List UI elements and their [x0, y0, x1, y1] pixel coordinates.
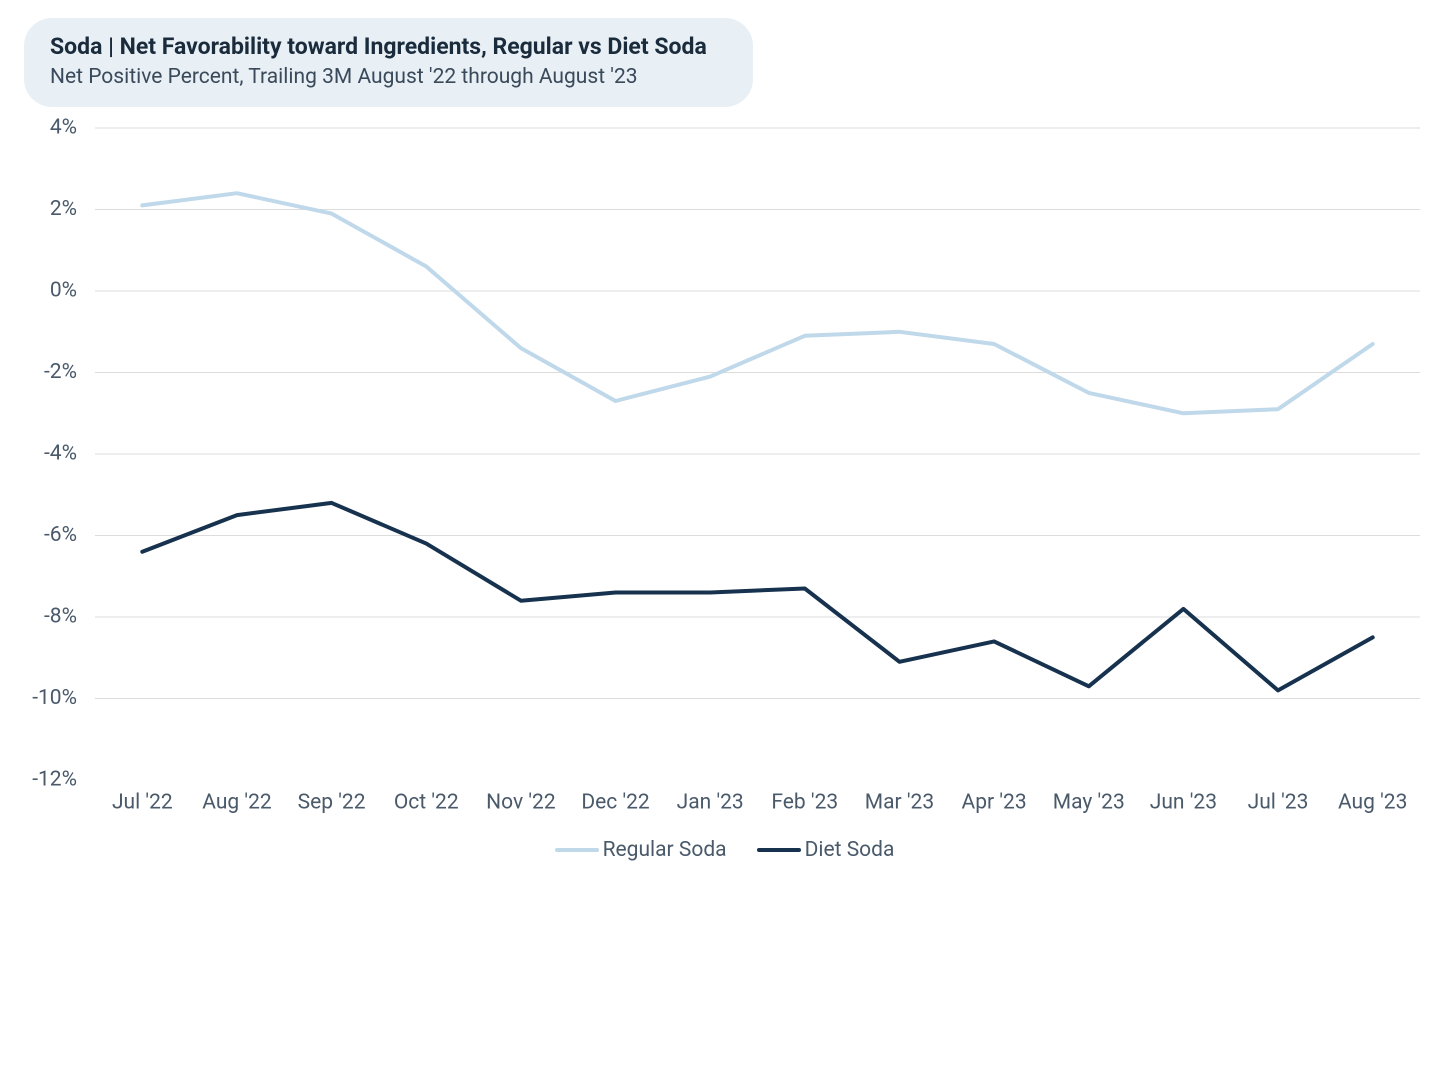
x-tick-label: Jun '23: [1150, 790, 1217, 814]
y-axis-labels: 4% 2% 0% -2% -4% -6% -8% -10% -12%: [32, 116, 77, 792]
x-tick-label: Aug '22: [202, 790, 272, 814]
y-tick-label: -2%: [44, 360, 77, 384]
legend-item: Regular Soda: [555, 838, 727, 862]
y-tick-label: -12%: [32, 768, 77, 792]
y-tick-label: 2%: [50, 197, 77, 221]
series-line: [142, 503, 1372, 691]
x-tick-label: Mar '23: [865, 790, 934, 814]
legend-swatch: [757, 848, 801, 852]
y-tick-label: -6%: [44, 523, 77, 547]
legend-item: Diet Soda: [757, 838, 895, 862]
chart-container: Soda | Net Favorability toward Ingredien…: [0, 0, 1449, 1080]
x-tick-label: Jul '23: [1248, 790, 1309, 814]
line-series: [142, 193, 1372, 690]
x-tick-label: Nov '22: [486, 790, 556, 814]
legend-label: Diet Soda: [805, 838, 895, 862]
y-tick-label: -8%: [44, 605, 77, 629]
legend: Regular Soda Diet Soda: [0, 838, 1449, 862]
x-tick-label: Apr '23: [962, 790, 1027, 814]
legend-swatch: [555, 848, 599, 852]
series-line: [142, 193, 1372, 413]
x-tick-label: Sep '22: [298, 790, 366, 814]
x-tick-label: Aug '23: [1338, 790, 1407, 814]
chart-svg: 4% 2% 0% -2% -4% -6% -8% -10% -12% Jul '22 Aug '2…: [0, 0, 1449, 1080]
y-tick-label: -10%: [32, 686, 77, 710]
y-tick-label: 4%: [50, 116, 77, 140]
x-tick-label: May '23: [1053, 790, 1125, 814]
x-tick-label: Feb '23: [771, 790, 838, 814]
legend-label: Regular Soda: [603, 838, 727, 862]
x-tick-label: Oct '22: [394, 790, 459, 814]
x-tick-label: Jul '22: [112, 790, 173, 814]
y-tick-label: -4%: [44, 442, 77, 466]
x-tick-label: Jan '23: [677, 790, 744, 814]
y-tick-label: 0%: [50, 279, 77, 303]
x-tick-label: Dec '22: [581, 790, 650, 814]
x-axis-labels: Jul '22 Aug '22 Sep '22 Oct '22 Nov '22 Dec '…: [112, 790, 1407, 814]
